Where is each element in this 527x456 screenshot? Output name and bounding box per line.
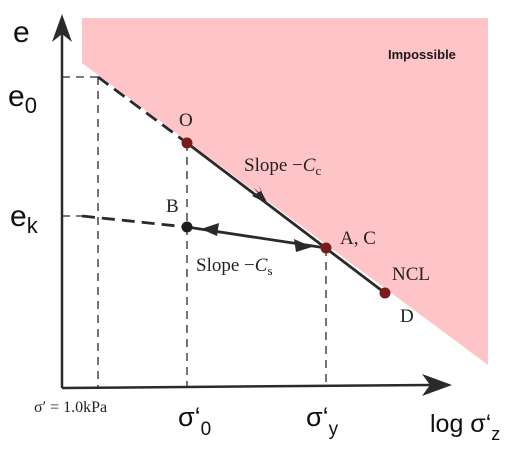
x-tick-s0-sub: 0 bbox=[201, 419, 212, 440]
y-tick-ek: ek bbox=[10, 200, 39, 238]
slope-cs-sub: s bbox=[267, 263, 272, 278]
y-tick-ek-sub: k bbox=[27, 213, 39, 238]
y-axis-arrowhead bbox=[52, 14, 72, 42]
slope-cc-sub: c bbox=[315, 163, 321, 178]
y-tick-e0-main: e bbox=[8, 80, 25, 113]
slope-cc-label: Slope −Cc bbox=[244, 155, 321, 178]
ncl-dashed-extension bbox=[97, 75, 188, 145]
label-b: B bbox=[166, 196, 179, 217]
slope-cs-prefix: Slope − bbox=[196, 255, 255, 276]
point-o bbox=[181, 137, 193, 149]
y-tick-ek-main: e bbox=[10, 200, 27, 233]
x-axis-label-sub: z bbox=[491, 424, 500, 444]
reload-right-arrowhead bbox=[294, 239, 312, 252]
unload-left-arrowhead bbox=[201, 223, 219, 236]
x-tick-sy-main: σ‘ bbox=[306, 402, 329, 432]
y-axis-label: e bbox=[13, 16, 30, 49]
x-axis-label: log σ‘z bbox=[430, 410, 500, 444]
x-tick-ref: σ′ = 1.0kPa bbox=[34, 399, 107, 416]
y-tick-e0-sub: 0 bbox=[25, 93, 37, 118]
slope-cc-var: C bbox=[303, 155, 316, 176]
label-ac: A, C bbox=[340, 228, 376, 249]
x-axis-label-main: log σ‘ bbox=[430, 410, 491, 438]
ncl-line bbox=[186, 141, 386, 295]
x-tick-sy-sub: y bbox=[329, 419, 339, 440]
x-axis-arrowhead bbox=[422, 374, 452, 396]
label-o: O bbox=[179, 110, 193, 131]
point-b bbox=[181, 221, 193, 233]
ncl-direction-arrowhead bbox=[252, 191, 268, 204]
label-ncl: NCL bbox=[392, 264, 430, 285]
label-d: D bbox=[400, 306, 414, 327]
slope-cc-prefix: Slope − bbox=[244, 155, 303, 176]
slope-cs-var: C bbox=[255, 255, 268, 276]
slope-cs-label: Slope −Cs bbox=[196, 255, 273, 278]
y-tick-e0: e0 bbox=[8, 80, 37, 118]
guide-lines bbox=[62, 76, 327, 388]
impossible-region bbox=[82, 18, 488, 365]
point-d bbox=[379, 287, 391, 299]
point-ac bbox=[320, 242, 332, 254]
x-tick-sy: σ‘y bbox=[306, 402, 339, 440]
impossible-label: Impossible bbox=[388, 47, 456, 62]
x-tick-s0: σ‘0 bbox=[178, 402, 211, 440]
unload-dashed-extension bbox=[81, 214, 188, 229]
x-axis bbox=[61, 383, 431, 390]
x-tick-s0-main: σ‘ bbox=[178, 402, 201, 432]
